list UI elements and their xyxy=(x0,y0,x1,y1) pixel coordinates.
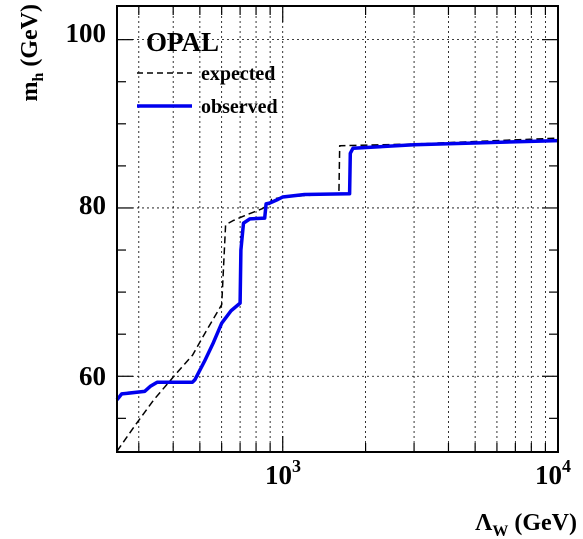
legend: OPAL expected observed xyxy=(137,27,278,118)
series-line-expected xyxy=(116,137,559,452)
legend-label-expected: expected xyxy=(201,63,275,85)
y-tick-label-60: 60 xyxy=(79,361,106,391)
y-axis-title: mh(GeV) xyxy=(17,4,47,102)
legend-label-observed: observed xyxy=(201,96,278,118)
legend-title: OPAL xyxy=(146,27,219,57)
x-tick-label-10000: 104 xyxy=(535,456,571,490)
series-layer xyxy=(115,137,559,452)
plot-frame xyxy=(116,5,559,453)
grid-lines xyxy=(117,6,558,452)
y-tick-label-100: 100 xyxy=(66,18,107,48)
axis-ticks xyxy=(117,6,558,452)
x-tick-label-1000: 103 xyxy=(265,456,301,490)
y-tick-label-80: 80 xyxy=(79,190,106,220)
series-line-observed xyxy=(115,138,559,401)
x-axis-title: ΛW (GeV) xyxy=(475,510,577,539)
